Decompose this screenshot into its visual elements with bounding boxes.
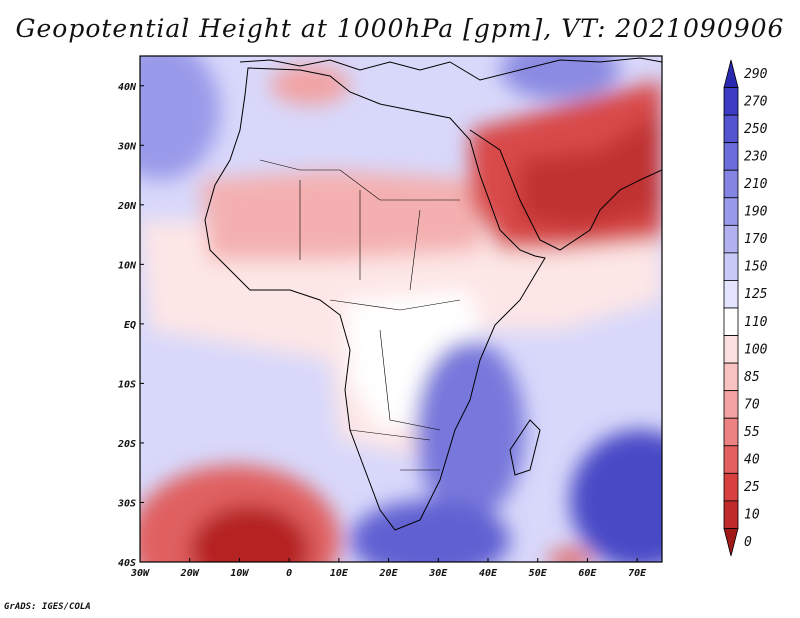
colorbar-label: 85 — [744, 370, 760, 385]
colorbar-segment — [723, 114, 739, 144]
north-atlantic-blue — [140, 56, 220, 180]
colorbar-label: 150 — [744, 260, 768, 275]
africa-coastline — [204, 67, 546, 531]
colorbar-segment — [723, 197, 739, 226]
colorbar-label: 270 — [744, 94, 768, 109]
lon-tick-label: 70E — [628, 568, 647, 579]
colorbar-label: 250 — [744, 122, 768, 137]
lon-tick-label: 30W — [130, 568, 150, 579]
map-title: Geopotential Height at 1000hPa [gpm], VT… — [15, 14, 785, 43]
colorbar-segment — [723, 224, 739, 254]
map-frame — [139, 55, 663, 563]
lat-tick-label: 10N — [118, 260, 137, 271]
colorbar-bottom-arrow — [723, 528, 739, 557]
indian-ocean-red — [548, 548, 592, 562]
lon-tick-label: 30E — [428, 568, 448, 579]
latitude-axis: 40N 30N 20N 10N EQ 10S 20S 30S 40S — [117, 82, 144, 569]
south-atlantic-core — [190, 505, 310, 562]
colorbar-label: 210 — [744, 177, 768, 192]
lon-tick-label: 10W — [230, 568, 249, 579]
lon-tick-label: 0 — [286, 568, 292, 579]
lat-tick-label: 20N — [117, 201, 137, 212]
coastlines — [204, 57, 662, 531]
lon-tick-label: 60E — [578, 568, 597, 579]
mediterranean-pink — [270, 65, 350, 105]
colorbar-segment — [723, 445, 739, 474]
grads-credit: GrADS: IGES/COLA — [4, 602, 91, 612]
lat-tick-label: 30N — [117, 141, 137, 152]
colorbar-label: 230 — [744, 149, 768, 164]
colorbar-label: 170 — [744, 232, 768, 247]
colorbar-label: 125 — [744, 287, 768, 302]
colorbar-label: 10 — [744, 508, 760, 523]
colorbar-label: 25 — [744, 480, 760, 495]
mozambique-blue — [415, 340, 525, 520]
colorbar-segment — [723, 252, 739, 281]
europe-coastline — [239, 57, 662, 81]
lon-tick-label: 10E — [330, 568, 349, 579]
colorbar-segment — [723, 390, 739, 419]
colorbar-label: 0 — [744, 535, 752, 550]
madagascar-coastline — [509, 419, 541, 476]
arabia-coastline — [469, 129, 662, 251]
south-indian-blue — [570, 430, 662, 562]
colorbar-segment — [723, 169, 739, 199]
country-borders — [259, 159, 461, 471]
lat-tick-label: 40S — [118, 558, 136, 569]
arabia-core — [520, 110, 662, 230]
colorbar-label: 40 — [744, 453, 760, 468]
colorbar-segment — [723, 142, 739, 171]
lat-tick-label: 40N — [118, 82, 137, 93]
colorbar-segment — [723, 87, 739, 116]
longitude-axis: 30W 20W 10W 0 10E 20E 30E 40E 50E 60E 70E — [130, 558, 647, 579]
height-field — [140, 56, 662, 562]
colorbar-label: 190 — [744, 205, 768, 220]
colorbar-segment — [723, 362, 739, 392]
lon-tick-label: 20W — [180, 568, 200, 579]
colorbar-label: 290 — [744, 67, 768, 82]
sahara-warm — [200, 170, 480, 260]
colorbar: 0 10 25 40 55 70 85 100 110 125 150 170 190 210 230 250… — [723, 59, 768, 557]
colorbar-segment — [723, 335, 739, 364]
colorbar-label: 100 — [744, 342, 768, 357]
lat-tick-label: EQ — [124, 320, 136, 331]
lon-tick-label: 20E — [379, 568, 399, 579]
lon-tick-label: 40E — [479, 568, 498, 579]
colorbar-segment — [723, 307, 739, 336]
colorbar-segment — [723, 500, 739, 529]
colorbar-label: 55 — [744, 425, 760, 440]
colorbar-label: 70 — [744, 397, 760, 412]
colorbar-label: 110 — [744, 315, 768, 330]
south-africa-blue — [350, 500, 510, 562]
lon-tick-label: 50E — [529, 568, 548, 579]
colorbar-segment — [723, 472, 739, 502]
colorbar-segment — [723, 280, 739, 309]
lat-tick-label: 10S — [118, 379, 136, 390]
lat-tick-label: 30S — [117, 498, 136, 509]
colorbar-top-arrow — [723, 59, 739, 88]
colorbar-segment — [723, 417, 739, 447]
lat-tick-label: 20S — [117, 439, 136, 450]
